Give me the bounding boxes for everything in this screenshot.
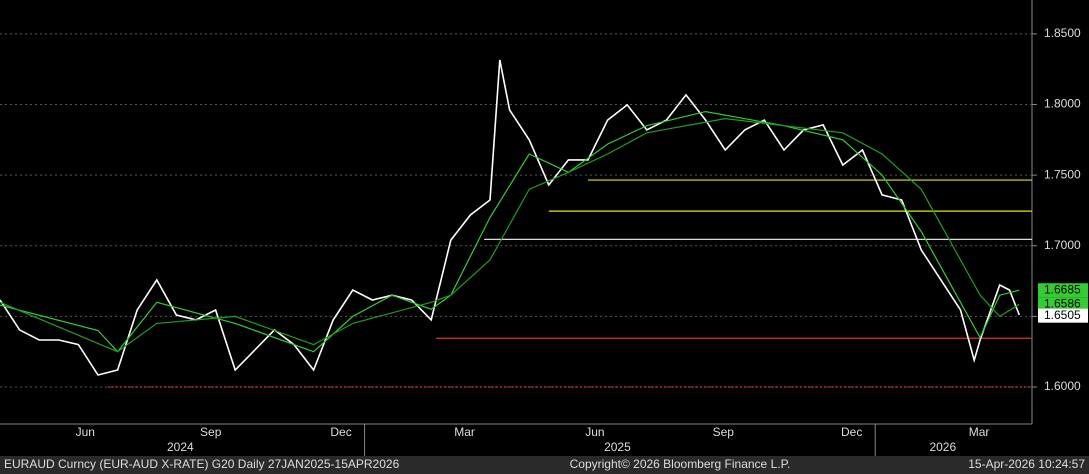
end-label: 1.6505 xyxy=(1044,308,1081,322)
copyright: Copyright© 2026 Bloomberg Finance L.P. xyxy=(570,457,791,471)
moving-average xyxy=(0,110,1020,353)
year-label: 2026 xyxy=(929,440,956,454)
end-label: 1.6586 xyxy=(1044,296,1081,310)
end-label-box xyxy=(1038,297,1088,312)
y-tick-label: 1.8000 xyxy=(1044,97,1081,111)
moving-average xyxy=(0,117,1020,353)
end-label-box xyxy=(1038,308,1088,323)
year-label: 2025 xyxy=(604,440,631,454)
end-label: 1.6685 xyxy=(1044,282,1081,296)
x-tick-label: Sep xyxy=(200,425,222,439)
year-label: 2024 xyxy=(167,440,194,454)
x-tick-label: Sep xyxy=(713,425,735,439)
y-tick-label: 1.8500 xyxy=(1044,26,1081,40)
timestamp: 15-Apr-2026 10:24:57 xyxy=(968,457,1085,471)
y-tick-label: 1.6000 xyxy=(1044,379,1081,393)
end-label-box xyxy=(1038,283,1088,298)
x-tick-label: Jun xyxy=(585,425,604,439)
chart-title: EURAUD Curncy (EUR-AUD X-RATE) G20 Daily… xyxy=(4,457,400,471)
x-tick-label: Mar xyxy=(969,425,990,439)
price-line xyxy=(0,59,1021,376)
x-tick-label: Dec xyxy=(841,425,862,439)
x-tick-label: Jun xyxy=(76,425,95,439)
y-tick-label: 1.7000 xyxy=(1044,238,1081,252)
x-tick-label: Dec xyxy=(330,425,351,439)
x-tick-label: Mar xyxy=(454,425,475,439)
footer-bar xyxy=(0,456,1089,474)
y-tick-label: 1.7500 xyxy=(1044,167,1081,181)
